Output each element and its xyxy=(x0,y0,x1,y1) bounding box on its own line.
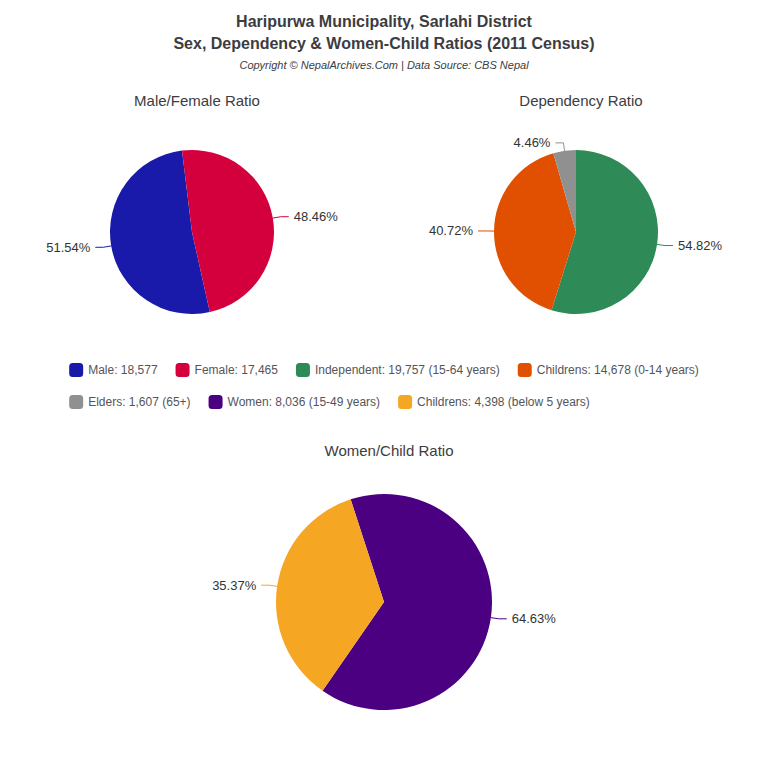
svg-text:Dependency Ratio: Dependency Ratio xyxy=(519,92,642,109)
svg-text:Women: 8,036 (15-49 years): Women: 8,036 (15-49 years) xyxy=(228,395,381,409)
svg-text:Male: 18,577: Male: 18,577 xyxy=(88,363,158,377)
svg-text:40.72%: 40.72% xyxy=(429,223,474,238)
svg-text:54.82%: 54.82% xyxy=(678,238,723,253)
svg-text:Male/Female Ratio: Male/Female Ratio xyxy=(134,92,260,109)
svg-text:Female: 17,465: Female: 17,465 xyxy=(195,363,279,377)
svg-text:Haripurwa Municipality, Sarlah: Haripurwa Municipality, Sarlahi District xyxy=(236,13,532,30)
svg-text:48.46%: 48.46% xyxy=(294,209,339,224)
svg-text:Childrens: 14,678 (0-14 years): Childrens: 14,678 (0-14 years) xyxy=(537,363,699,377)
svg-text:Independent: 19,757 (15-64 yea: Independent: 19,757 (15-64 years) xyxy=(315,363,500,377)
svg-text:Childrens: 4,398 (below 5 year: Childrens: 4,398 (below 5 years) xyxy=(417,395,590,409)
svg-text:Copyright © NepalArchives.Com: Copyright © NepalArchives.Com | Data Sou… xyxy=(239,59,529,71)
svg-text:Sex, Dependency & Women-Child: Sex, Dependency & Women-Child Ratios (20… xyxy=(173,35,594,52)
svg-text:4.46%: 4.46% xyxy=(514,135,551,150)
svg-text:51.54%: 51.54% xyxy=(46,240,91,255)
svg-text:64.63%: 64.63% xyxy=(512,611,557,626)
svg-text:Elders: 1,607 (65+): Elders: 1,607 (65+) xyxy=(88,395,190,409)
svg-text:35.37%: 35.37% xyxy=(212,578,257,593)
svg-text:Women/Child Ratio: Women/Child Ratio xyxy=(325,442,454,459)
